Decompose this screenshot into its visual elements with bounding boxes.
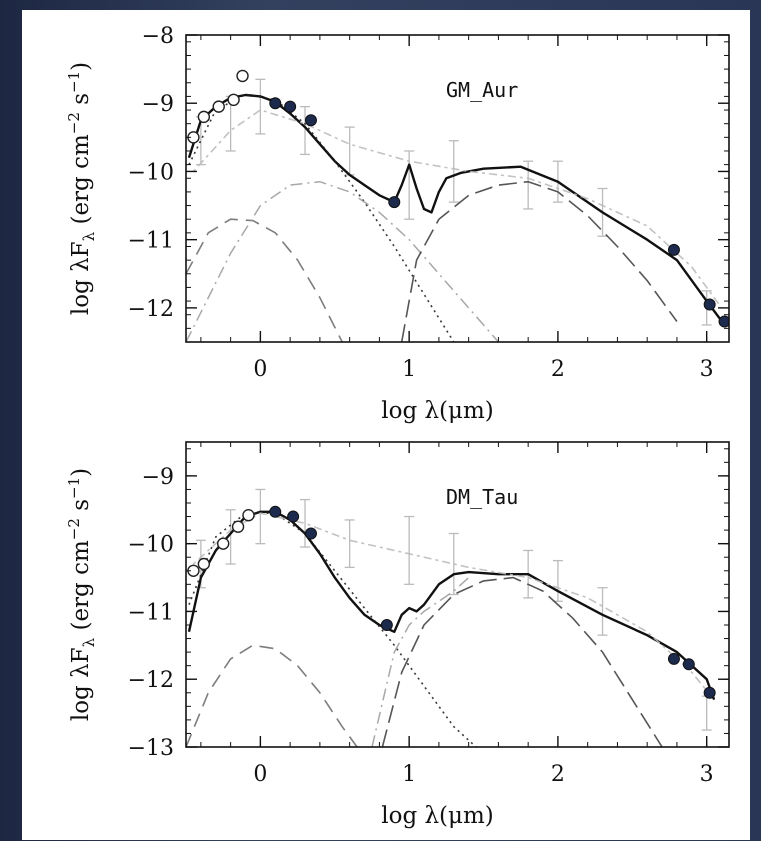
filled-data-point [380,619,393,631]
y-axis-title-part: ) [68,62,94,71]
filled-data-point [287,510,300,523]
series-dash-accretion [186,218,343,342]
series-long-dash-outer-disk [381,576,663,747]
open-data-point [212,100,225,113]
y-axis-title-part: (erg cm [68,134,94,232]
x-tick-label: 3 [700,762,714,787]
y-tick-label: −10 [128,533,174,558]
plot-frame [185,34,730,343]
y-axis-title-part: −2 [65,112,83,134]
figure-panel: 0 1 2 3 −8 −9 −10 −11 −12 GM_Aur log λ(μm) log λFλ … [22,10,750,840]
filled-data-point [304,114,317,127]
y-axis-title-part: ) [68,468,94,477]
open-data-point [242,509,255,522]
x-tick-label: 2 [551,357,565,382]
filled-data-point [304,527,317,540]
open-data-point [227,93,240,107]
x-tick-label: 1 [402,357,416,382]
y-tick-label: −10 [128,160,174,185]
filled-data-point [667,243,680,256]
open-data-point [197,557,211,571]
x-tick-label: 1 [402,762,416,787]
y-axis-title-part: λ [80,231,98,241]
series-dotdash-median [192,512,715,701]
x-tick-label: 3 [700,357,714,382]
object-label: GM_Aur [446,78,518,102]
y-tick-label: −9 [142,465,174,490]
y-tick-label: −11 [128,229,174,254]
y-axis-title-part: −2 [65,518,83,540]
y-tick-label: −9 [142,92,174,117]
x-tick-label: 0 [253,762,267,787]
series-dotted-photosphere [188,512,477,747]
y-axis-title-part: −1 [65,71,83,93]
y-axis-title-part: s [68,93,94,112]
y-axis-title: log λFλ (erg cm−2 s−1) [65,62,98,315]
filled-data-point [703,686,716,699]
y-axis-title-part: log λF [68,647,94,721]
filled-data-point [682,658,695,671]
filled-data-point [269,505,282,518]
y-tick-label: −8 [142,24,174,49]
y-tick-label: −11 [128,600,174,625]
filled-data-point [284,100,297,113]
series-dash-accretion [186,644,358,747]
filled-data-point [703,298,716,311]
y-axis-title-part: (erg cm [68,540,94,638]
plot-area [186,488,716,747]
y-tick-label: −13 [128,736,174,761]
y-axis-title-part: log λF [68,241,94,315]
series-solid-model [187,93,726,326]
open-data-point [236,69,249,83]
y-axis-title-part: −1 [65,477,83,499]
series-solid-model [187,510,716,701]
y-tick-label: −12 [128,668,174,693]
x-tick-label: 2 [551,762,565,787]
series-dotdash-median [192,109,723,309]
y-axis-title: log λFλ (erg cm−2 s−1) [65,468,98,721]
series-dash-dot-wall [371,577,470,747]
open-data-point [231,520,245,533]
open-data-point [216,537,230,550]
y-axis-title-part: λ [80,637,98,647]
series-dotted-photosphere [188,93,455,342]
x-tick-label: 0 [253,357,267,382]
x-axis-title: log λ(μm) [381,803,494,829]
open-data-point [197,110,211,124]
y-tick-label: −12 [128,297,174,322]
filled-data-point [718,315,729,328]
y-axis-title-part: s [68,499,94,518]
filled-data-point [667,652,680,665]
series-long-dash-outer-disk [400,180,678,342]
filled-data-point [269,97,282,110]
plot-area [186,69,729,342]
filled-data-point [388,196,401,209]
object-label: DM_Tau [446,485,518,509]
plot-frame [185,441,730,748]
series-dash-dot-wall [186,180,499,342]
x-axis-title: log λ(μm) [381,398,494,424]
